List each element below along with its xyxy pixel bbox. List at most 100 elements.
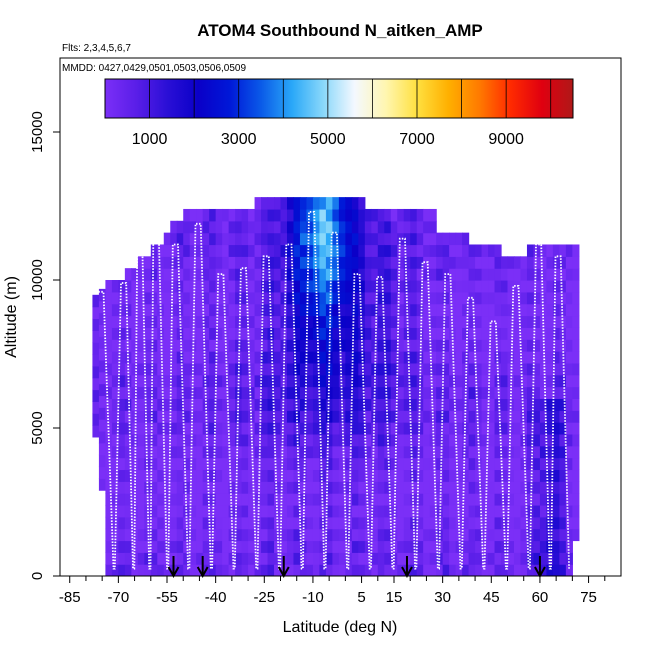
heatmap-cell — [137, 457, 145, 471]
heatmap-cell — [202, 552, 210, 565]
heatmap-cell — [552, 315, 560, 328]
heatmap-cell — [189, 291, 197, 305]
heatmap-cell — [436, 374, 444, 388]
heatmap-cell — [552, 457, 560, 471]
heatmap-cell — [403, 291, 411, 305]
heatmap-cell — [274, 351, 282, 364]
heatmap-cell — [494, 433, 502, 447]
heatmap-cell — [423, 386, 431, 399]
heatmap-cell — [196, 504, 204, 518]
heatmap-cell — [377, 422, 385, 435]
heatmap-cell — [429, 433, 437, 447]
heatmap-cell — [98, 288, 106, 302]
heatmap-cell — [513, 552, 522, 565]
heatmap-cell — [345, 410, 353, 423]
heatmap-cell — [267, 303, 275, 317]
heatmap-cell — [565, 362, 573, 376]
heatmap-cell — [248, 422, 256, 435]
heatmap-cell — [351, 433, 359, 447]
heatmap-cell — [397, 220, 405, 234]
heatmap-cell — [345, 398, 353, 411]
heatmap-cell — [293, 208, 301, 222]
heatmap-cell — [293, 433, 301, 447]
heatmap-cell — [124, 540, 132, 553]
heatmap-cell — [267, 351, 275, 364]
heatmap-cell — [319, 386, 327, 399]
heatmap-cell — [533, 445, 541, 459]
heatmap-cell — [293, 481, 301, 494]
heatmap-cell — [364, 244, 372, 257]
heatmap-cell — [228, 481, 236, 494]
heatmap-cell — [176, 493, 184, 506]
heatmap-cell — [416, 256, 424, 269]
heatmap-cell — [552, 528, 560, 542]
heatmap-cell — [468, 339, 476, 352]
heatmap-cell — [449, 327, 457, 340]
heatmap-cell — [319, 339, 327, 352]
heatmap-cell — [429, 493, 437, 506]
heatmap-cell — [481, 552, 489, 565]
heatmap-cell — [254, 351, 262, 364]
heatmap-cell — [377, 552, 385, 565]
heatmap-cell — [403, 481, 411, 494]
heatmap-cell — [338, 540, 346, 553]
heatmap-cell — [280, 516, 288, 530]
heatmap-cell — [286, 493, 295, 506]
heatmap-cell — [235, 493, 243, 506]
heatmap-cell — [150, 362, 158, 376]
heatmap-cell — [280, 244, 288, 257]
heatmap-cell — [274, 256, 282, 269]
down-arrow-icon — [167, 556, 180, 579]
heatmap-cell — [351, 445, 359, 459]
heatmap-cell — [423, 516, 431, 530]
heatmap-cell — [520, 552, 528, 565]
heatmap-cell — [261, 291, 269, 305]
heatmap-cell — [176, 516, 184, 530]
heatmap-cell — [274, 362, 282, 376]
heatmap-cell — [371, 327, 379, 340]
heatmap-cell — [351, 504, 359, 518]
heatmap-cell — [293, 315, 301, 328]
heatmap-cell — [442, 351, 450, 364]
heatmap-cell — [189, 398, 197, 411]
heatmap-cell — [293, 291, 301, 305]
heatmap-cell — [306, 528, 314, 542]
heatmap-cell — [98, 348, 106, 361]
heatmap-cell — [559, 268, 567, 281]
heatmap-cell — [526, 280, 535, 293]
heatmap-cell — [137, 268, 145, 281]
heatmap-cell — [488, 481, 496, 494]
heatmap-cell — [183, 481, 191, 494]
heatmap-cell — [384, 291, 392, 305]
heatmap-cell — [364, 410, 372, 423]
heatmap-cell — [358, 516, 366, 530]
heatmap-cell — [332, 208, 340, 222]
heatmap-cell — [488, 268, 496, 281]
heatmap-cell — [286, 564, 295, 576]
heatmap-cell — [209, 339, 217, 352]
heatmap-cell — [539, 410, 548, 423]
heatmap-cell — [209, 327, 217, 340]
heatmap-cell — [358, 422, 366, 435]
heatmap-cell — [196, 220, 204, 234]
heatmap-cell — [267, 493, 275, 506]
sounding-arrows — [167, 556, 546, 579]
heatmap-cell — [565, 327, 573, 340]
heatmap-cell — [319, 351, 327, 364]
heatmap-cell — [390, 433, 398, 447]
heatmap-cell — [319, 220, 327, 234]
heatmap-cell — [552, 433, 560, 447]
heatmap-cell — [306, 469, 314, 482]
heatmap-cell — [235, 268, 243, 281]
heatmap-cell — [176, 280, 184, 293]
heatmap-cell — [526, 362, 535, 376]
heatmap-cell — [144, 410, 152, 423]
heatmap-cell — [274, 327, 282, 340]
heatmap-cell — [235, 552, 243, 565]
heatmap-cell — [397, 516, 405, 530]
heatmap-cell — [144, 422, 152, 435]
heatmap-cell — [442, 280, 450, 293]
heatmap-cell — [371, 481, 379, 494]
heatmap-cell — [176, 374, 184, 388]
heatmap-cell — [501, 516, 509, 530]
